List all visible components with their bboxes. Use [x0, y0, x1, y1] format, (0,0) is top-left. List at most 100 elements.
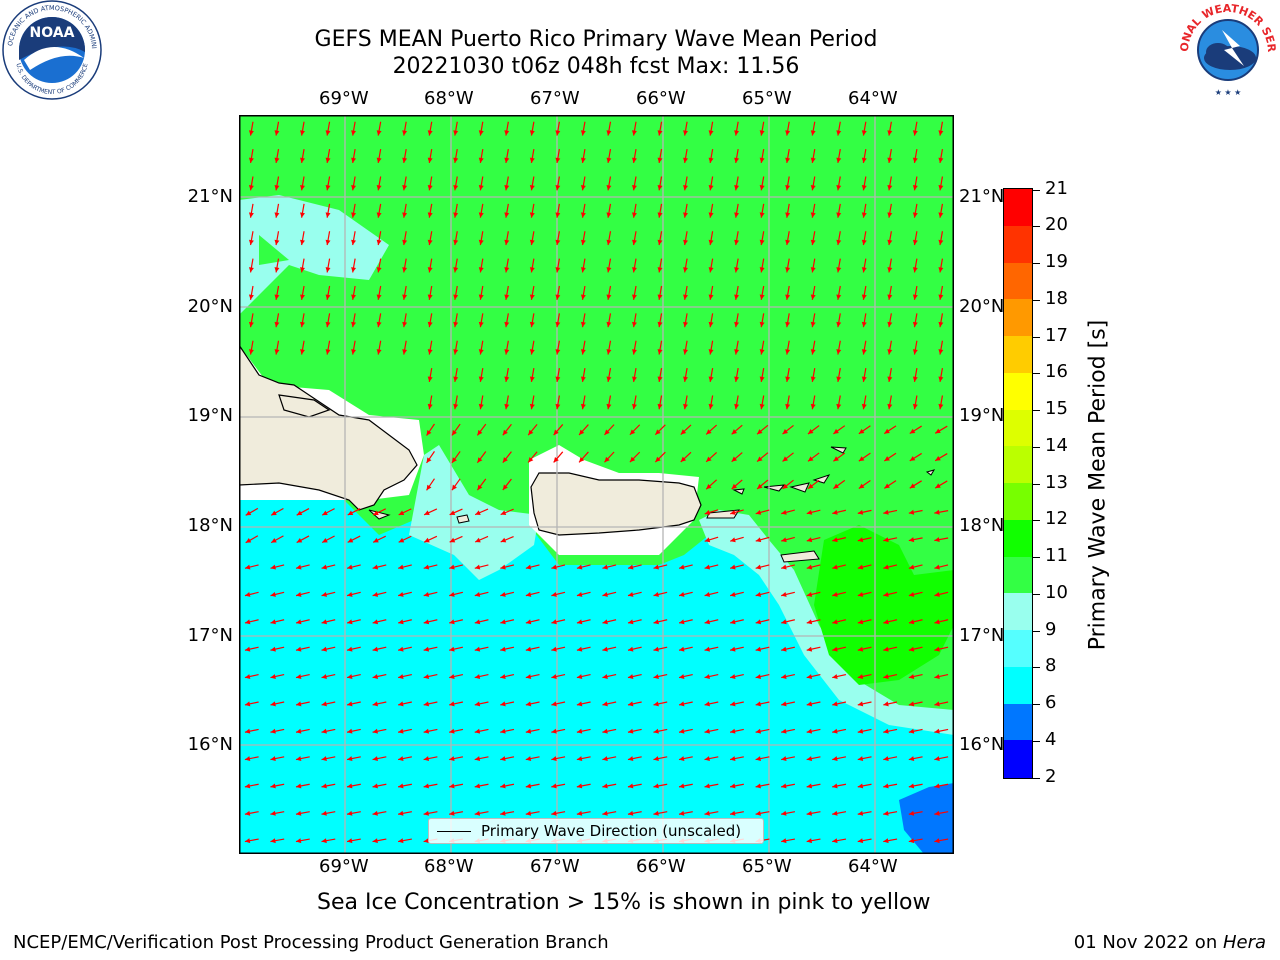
wave-arrow-head — [781, 756, 787, 762]
wave-arrow-head — [759, 349, 765, 355]
wave-arrow-head — [580, 376, 586, 382]
wave-arrow-head — [887, 403, 893, 410]
wave-arrow-head — [704, 810, 710, 816]
wave-arrow-head — [883, 810, 889, 816]
colorbar — [1003, 188, 1033, 779]
lat-label-right: 16°N — [959, 734, 1005, 755]
colorbar-tick — [1033, 667, 1040, 669]
wave-arrow-head — [631, 267, 637, 273]
wave-arrow-head — [836, 212, 842, 218]
colorbar-tick-label: 4 — [1045, 728, 1057, 750]
wave-arrow-head — [555, 349, 561, 355]
wave-arrow-head — [373, 537, 379, 543]
wave-arrow-head — [453, 212, 459, 218]
wave-arrow-head — [657, 239, 663, 246]
wave-arrow-head — [529, 157, 535, 163]
wave-arrow-head — [427, 239, 433, 246]
wave-arrow-head — [832, 509, 838, 515]
wave-arrow-head — [704, 537, 711, 543]
colorbar-tick-label: 10 — [1045, 581, 1068, 603]
wave-arrow-head — [806, 619, 813, 625]
wave-arrow-head — [351, 239, 357, 246]
colorbar-tick-label: 9 — [1045, 618, 1057, 640]
wave-arrow-head — [785, 321, 791, 328]
wave-arrow-head — [244, 646, 251, 652]
wave-arrow-head — [934, 592, 940, 597]
wave-arrow-head — [627, 810, 634, 816]
wave-arrow-head — [836, 321, 842, 328]
wave-arrow-head — [351, 349, 357, 355]
wave-arrow-head — [832, 701, 838, 707]
wave-arrow-head — [553, 457, 559, 463]
colorbar-tick — [1033, 263, 1040, 264]
wave-arrow-head — [785, 184, 791, 191]
colorbar-segment — [1004, 666, 1032, 704]
wave-arrow-head — [679, 728, 685, 734]
wave-arrow-head — [657, 130, 663, 136]
wave-arrow-head — [683, 349, 688, 355]
wave-arrow-head — [300, 349, 305, 355]
lon-label-bottom: 65°W — [742, 856, 792, 877]
wave-arrow-head — [734, 239, 740, 246]
wave-arrow-head — [529, 403, 535, 410]
wave-arrow-head — [653, 674, 659, 679]
wave-arrow-head — [555, 130, 561, 136]
wave-arrow-head — [683, 267, 688, 273]
wave-arrow-head — [453, 376, 459, 382]
wave-arrow-head — [347, 756, 353, 762]
wave-arrow-head — [857, 838, 864, 844]
wave-arrow-head — [351, 267, 357, 273]
wave-arrow-head — [832, 564, 838, 570]
wave-arrow-head — [606, 294, 612, 300]
wave-arrow-head — [938, 212, 944, 218]
machine-name: Hera — [1222, 932, 1266, 953]
lat-label-left: 17°N — [187, 625, 233, 646]
gridlines — [239, 115, 954, 854]
wave-arrow-head — [325, 239, 331, 246]
wave-arrow-head — [602, 701, 608, 707]
wave-arrow-head — [504, 349, 510, 355]
wave-arrow-head — [759, 267, 765, 273]
wave-arrow-head — [908, 728, 915, 734]
wave-arrow-head — [759, 157, 765, 163]
wave-arrow-head — [653, 783, 659, 789]
wave-arrow-head — [708, 321, 714, 328]
lon-label-top: 66°W — [636, 88, 686, 109]
wave-arrow-head — [657, 376, 663, 382]
wave-arrow-head — [785, 267, 791, 273]
land-virgin-islands — [732, 488, 745, 495]
wave-arrow-head — [683, 376, 688, 382]
wave-arrow-head — [912, 349, 918, 355]
wave-arrow-head — [576, 564, 583, 570]
wave-arrow-head — [580, 349, 586, 355]
wave-arrow-head — [500, 510, 507, 515]
wave-arrow-head — [934, 509, 940, 515]
wave-arrow-head — [755, 537, 762, 543]
wave-arrow-head — [909, 483, 916, 489]
wave-arrow-head — [376, 321, 382, 328]
wave-arrow-head — [529, 184, 535, 191]
wave-arrow-head — [935, 428, 941, 434]
wave-arrow-head — [810, 212, 816, 218]
wave-arrow-head — [376, 130, 382, 136]
colorbar-tick — [1033, 593, 1040, 595]
colorbar-segment — [1004, 446, 1032, 484]
wave-arrow-head — [938, 403, 944, 410]
wave-arrow-head — [810, 239, 816, 246]
lon-label-bottom: 64°W — [848, 856, 898, 877]
wave-arrow-head — [602, 592, 608, 597]
wave-arrow-head — [629, 456, 636, 463]
wave-arrow-head — [938, 130, 944, 136]
wave-arrow-head — [883, 728, 889, 734]
wave-arrow-head — [449, 619, 455, 625]
wave-arrow-head — [504, 321, 510, 328]
wave-arrow-head — [704, 728, 710, 734]
wave-arrow-head — [734, 212, 740, 218]
wave-arrow-head — [606, 267, 612, 273]
land-mona — [456, 514, 470, 524]
colorbar-tick — [1033, 704, 1040, 705]
wave-arrow-head — [478, 239, 484, 246]
wave-arrow-head — [372, 592, 379, 597]
wave-arrow-head — [657, 321, 663, 328]
wave-arrow-head — [708, 403, 714, 410]
